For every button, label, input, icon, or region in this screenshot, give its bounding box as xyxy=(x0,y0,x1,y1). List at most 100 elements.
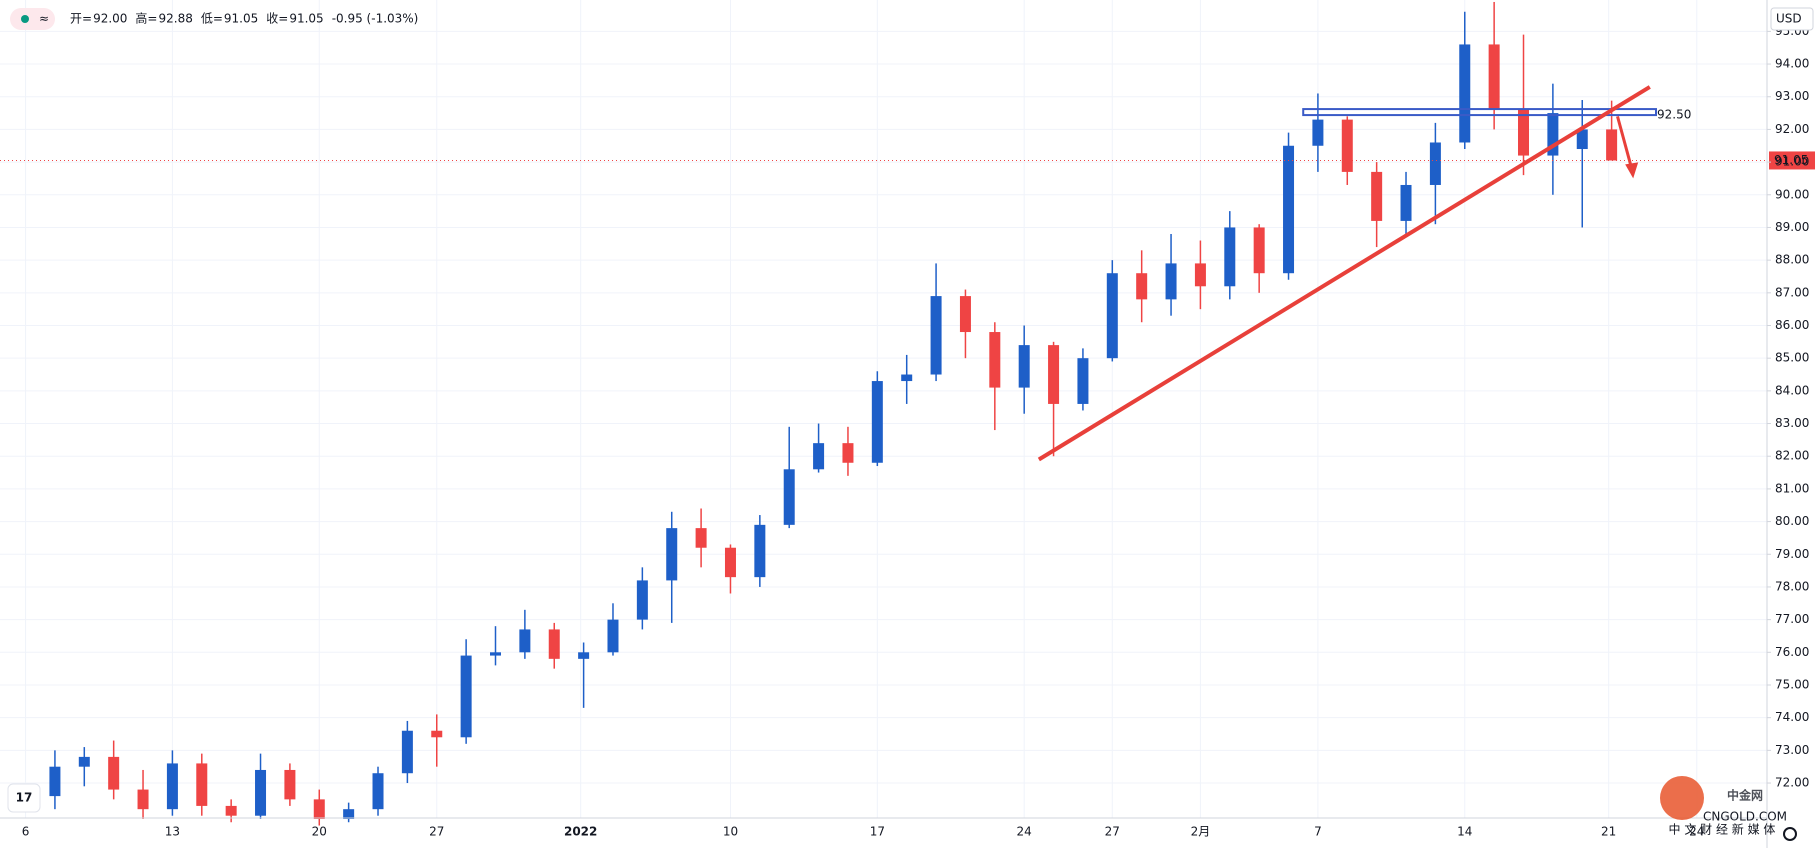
candle-body xyxy=(901,374,913,382)
candle-body xyxy=(460,655,472,738)
x-tick-label: 17 xyxy=(870,825,885,839)
x-tick-label: 14 xyxy=(1457,825,1472,839)
y-tick-label: 72.00 xyxy=(1775,776,1809,790)
y-tick-label: 85.00 xyxy=(1775,351,1809,365)
x-tick-label: 20 xyxy=(312,825,327,839)
candle-body xyxy=(666,528,678,581)
y-tick-label: 87.00 xyxy=(1775,285,1809,299)
candle-body xyxy=(1459,44,1471,143)
candle-body xyxy=(137,789,149,810)
watermark-slogan: 中 文 财 经 新 媒 体 xyxy=(1669,822,1776,837)
candle-body xyxy=(1283,145,1295,274)
candle-body xyxy=(284,769,296,800)
y-tick-label: 79.00 xyxy=(1775,547,1809,561)
candle-body xyxy=(930,296,942,375)
candle-body xyxy=(695,528,707,548)
settings-icon[interactable] xyxy=(1783,827,1797,841)
candle-body xyxy=(166,763,178,810)
tv-logo[interactable] xyxy=(7,783,41,813)
grid xyxy=(0,0,1767,818)
y-tick-label: 73.00 xyxy=(1775,743,1809,757)
candle-body xyxy=(1077,358,1089,404)
y-tick-label: 94.00 xyxy=(1775,57,1809,71)
currency: USD xyxy=(1776,12,1802,26)
candle-body xyxy=(636,580,648,620)
candle-body xyxy=(49,766,61,797)
y-tick-label: 93.00 xyxy=(1775,89,1809,103)
candles xyxy=(49,1,1618,826)
candle-body xyxy=(343,809,355,819)
x-tick-label: 24 xyxy=(1689,825,1704,839)
candle-body xyxy=(959,296,971,333)
y-tick-label: 81.00 xyxy=(1775,481,1809,495)
y-tick-label: 77.00 xyxy=(1775,612,1809,626)
y-tick-label: 75.00 xyxy=(1775,677,1809,691)
y-tick-label: 86.00 xyxy=(1775,318,1809,332)
candle-body xyxy=(1224,227,1236,287)
candle-body xyxy=(783,469,795,525)
ohlc-change: -0.95 (-1.03%) xyxy=(332,12,419,26)
y-tick-label: 84.00 xyxy=(1775,383,1809,397)
x-tick-label: 27 xyxy=(1105,825,1120,839)
last-price-label: 91.05 xyxy=(1774,153,1808,167)
y-tick-label: 78.00 xyxy=(1775,579,1809,593)
candle-body xyxy=(1488,44,1500,110)
candle-body xyxy=(724,547,736,578)
arrow-head xyxy=(1625,162,1639,179)
ohlc-label: 收= xyxy=(266,12,288,26)
annotations: 91.05 92.50 xyxy=(0,85,1815,462)
y-tick-label: 76.00 xyxy=(1775,645,1809,659)
arrow-shaft xyxy=(1616,115,1634,171)
x-tick-label: 21 xyxy=(1601,825,1616,839)
candle-body xyxy=(1136,273,1148,300)
candle-body xyxy=(225,805,237,816)
candle-body xyxy=(813,443,825,470)
x-tick-label: 27 xyxy=(429,825,444,839)
trendline xyxy=(1037,85,1651,462)
status-pill[interactable] xyxy=(10,8,55,30)
currency-button[interactable] xyxy=(1770,7,1814,31)
y-tick-label: 80.00 xyxy=(1775,514,1809,528)
candle-body xyxy=(1547,113,1559,156)
y-tick-label: 92.00 xyxy=(1775,122,1809,136)
candle-body xyxy=(78,756,90,767)
candle-body xyxy=(1194,263,1206,287)
y-tick-label: 91.00 xyxy=(1775,155,1809,169)
candle-body xyxy=(842,443,854,463)
candle-body xyxy=(196,763,208,806)
y-tick-label: 83.00 xyxy=(1775,416,1809,430)
y-tick-label: 89.00 xyxy=(1775,220,1809,234)
candle-body xyxy=(1106,273,1118,359)
ohlc-value: 92.00 xyxy=(93,12,127,26)
candle-body xyxy=(1341,119,1353,172)
candle-body xyxy=(871,381,883,463)
candle-body xyxy=(1576,129,1588,150)
resistance-band xyxy=(1302,108,1657,117)
ohlc-header: 开= 92.00 高= 92.88 低= 91.05 收= 91.05 -0.95 (-1.03… xyxy=(70,11,418,26)
x-tick-label: 7 xyxy=(1314,825,1322,839)
candle-body xyxy=(1253,227,1265,274)
watermark-site: CNGOLD.COM xyxy=(1703,810,1787,824)
candle-body xyxy=(1048,345,1060,404)
y-tick-label: 74.00 xyxy=(1775,710,1809,724)
x-tick-label: 2月 xyxy=(1191,825,1211,839)
watermark-logo xyxy=(1660,776,1704,820)
candle-body xyxy=(1606,129,1618,161)
y-tick-label: 88.00 xyxy=(1775,253,1809,267)
candle-body xyxy=(607,619,619,653)
ohlc-value: 92.88 xyxy=(158,12,192,26)
candle-body xyxy=(255,769,267,816)
x-tick-label: 24 xyxy=(1017,825,1032,839)
ohlc-label: 高= xyxy=(135,11,157,26)
candle-body xyxy=(1371,171,1383,221)
candle-body xyxy=(754,524,766,578)
axes: 72.00 73.00 74.00 75.00 76.00 77.00 78.00 79.00… xyxy=(22,24,1810,839)
candle-body xyxy=(1400,184,1412,221)
candle-body xyxy=(1518,109,1530,156)
ohlc-value: 91.05 xyxy=(224,12,258,26)
candle-body xyxy=(1018,345,1030,388)
x-tick-label: 2022 xyxy=(564,825,597,839)
last-price-tag xyxy=(1769,151,1815,170)
y-tick-label: 90.00 xyxy=(1775,187,1809,201)
